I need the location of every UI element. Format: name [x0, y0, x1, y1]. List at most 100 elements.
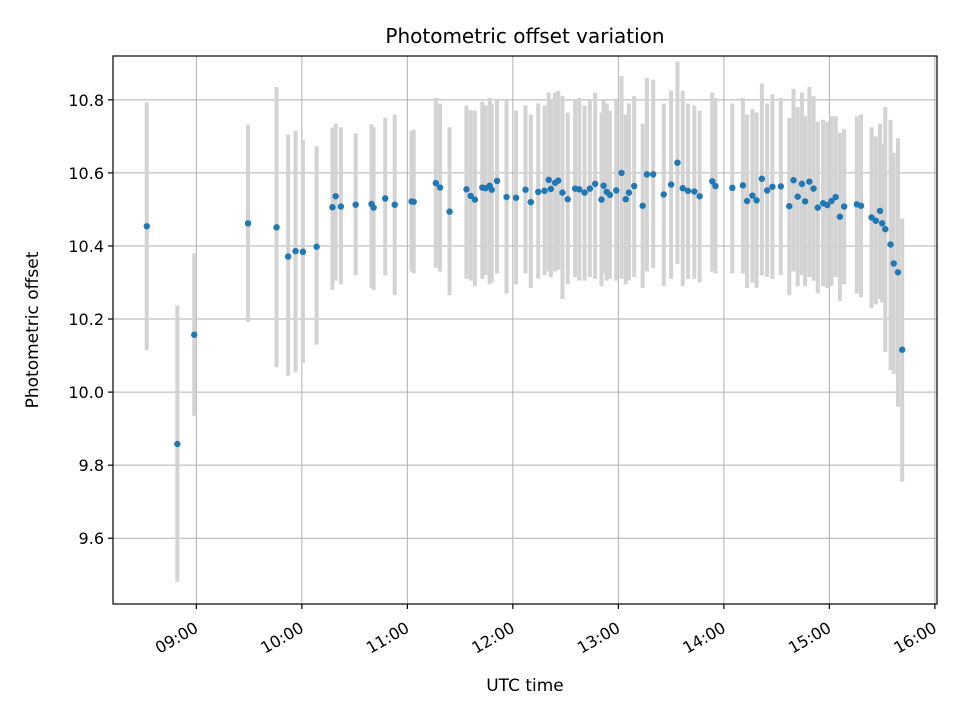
data-point — [591, 180, 599, 188]
data-point — [639, 202, 646, 209]
data-point — [794, 193, 801, 200]
data-point — [600, 182, 607, 189]
data-point — [758, 175, 766, 182]
y-tick-label: 9.6 — [79, 529, 104, 548]
data-point — [753, 197, 760, 204]
data-point — [410, 198, 417, 205]
data-point — [559, 189, 566, 196]
data-point — [814, 204, 821, 211]
data-point — [244, 220, 252, 227]
data-point — [547, 185, 555, 193]
data-point — [527, 198, 535, 206]
data-point — [284, 253, 292, 260]
data-point — [824, 201, 831, 209]
data-point — [857, 202, 865, 209]
data-point — [432, 179, 440, 187]
data-point — [576, 186, 583, 193]
data-point — [667, 181, 675, 188]
data-point — [512, 194, 520, 201]
data-point — [522, 186, 529, 193]
data-point — [898, 346, 906, 353]
data-point — [143, 223, 150, 230]
data-point — [691, 188, 698, 195]
data-point — [840, 203, 848, 210]
data-point — [329, 204, 336, 211]
data-point — [882, 225, 889, 233]
data-point — [370, 204, 377, 211]
y-tick-label: 10.2 — [68, 310, 104, 329]
data-point — [191, 331, 198, 338]
y-axis-label: Photometric offset — [23, 251, 43, 408]
data-point — [798, 180, 806, 188]
data-point — [709, 178, 716, 185]
data-point — [801, 198, 809, 205]
y-tick-label: 9.8 — [79, 456, 104, 475]
data-point — [541, 187, 548, 195]
data-point — [581, 189, 588, 196]
y-tick-label: 10.4 — [68, 237, 104, 256]
y-tick-label: 10.6 — [68, 164, 104, 183]
data-point — [836, 213, 844, 220]
data-point — [712, 182, 719, 190]
data-point — [503, 193, 510, 201]
data-point — [332, 193, 339, 200]
data-point — [382, 195, 389, 202]
data-point — [696, 193, 703, 200]
data-point — [739, 182, 747, 189]
data-points — [143, 159, 906, 448]
data-point — [622, 196, 629, 203]
data-point — [488, 186, 495, 193]
data-point — [313, 243, 320, 250]
data-point — [391, 201, 398, 208]
data-point — [613, 187, 620, 194]
y-axis-ticks: 9.6 9.8 10.0 10.2 10.4 10.6 10.8 — [68, 91, 113, 548]
data-point — [674, 159, 681, 166]
data-point — [769, 183, 776, 190]
data-point — [618, 169, 625, 177]
y-tick-label: 10.8 — [68, 91, 104, 110]
data-point — [894, 269, 902, 276]
data-point — [890, 260, 897, 267]
data-point — [763, 187, 771, 194]
data-point — [777, 183, 785, 190]
data-point — [630, 182, 638, 190]
data-point — [493, 177, 501, 185]
data-point — [446, 208, 453, 215]
data-point — [790, 177, 797, 184]
data-point — [887, 241, 894, 248]
data-point — [174, 440, 181, 448]
data-point — [471, 196, 479, 203]
data-point — [806, 178, 813, 185]
data-point — [743, 197, 751, 205]
data-point — [299, 248, 307, 256]
data-point — [555, 177, 562, 184]
data-point — [872, 217, 880, 224]
data-point — [660, 191, 667, 198]
data-point — [352, 201, 359, 208]
data-point — [649, 171, 657, 178]
data-point — [729, 184, 736, 192]
data-point — [598, 196, 605, 203]
data-point — [534, 188, 542, 196]
data-point — [828, 197, 835, 205]
data-point — [684, 187, 692, 195]
data-point — [786, 202, 793, 210]
plot-frame — [112, 55, 938, 605]
data-point — [679, 185, 686, 192]
data-point — [832, 193, 839, 201]
y-tick-label: 10.0 — [68, 383, 104, 402]
data-point — [436, 184, 444, 191]
data-point — [606, 191, 614, 199]
data-point — [467, 192, 474, 200]
data-point — [564, 196, 571, 203]
data-point — [292, 247, 299, 255]
data-point — [586, 185, 594, 192]
data-point — [273, 224, 280, 231]
data-point — [545, 176, 552, 184]
data-point — [810, 185, 817, 192]
data-point — [337, 203, 345, 210]
data-point — [625, 189, 633, 196]
chart-title: Photometric offset variation — [385, 24, 664, 48]
